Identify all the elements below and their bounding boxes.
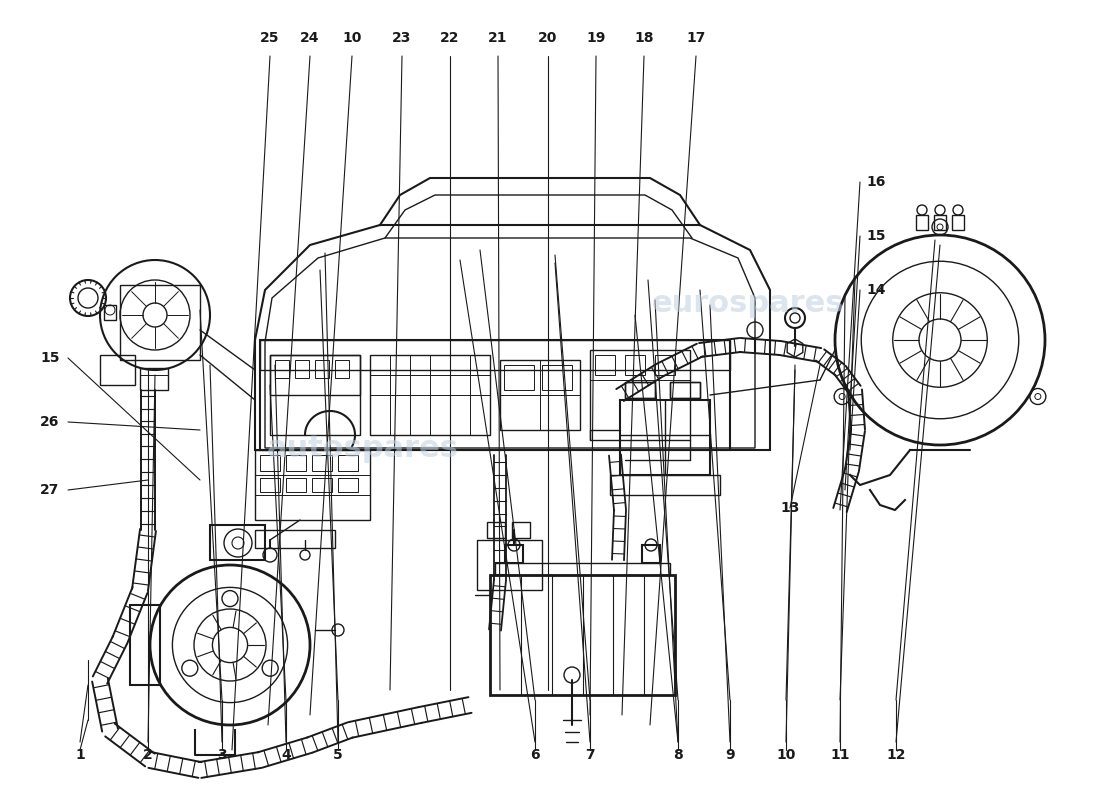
Bar: [260, 478, 280, 492]
Text: 22: 22: [440, 31, 460, 45]
Bar: [260, 455, 280, 471]
Bar: [512, 522, 530, 538]
Text: 16: 16: [867, 175, 886, 189]
Text: 11: 11: [830, 748, 849, 762]
Bar: [255, 530, 336, 548]
Bar: [654, 355, 675, 375]
Bar: [495, 563, 670, 575]
Text: 6: 6: [530, 748, 540, 762]
Bar: [260, 340, 730, 450]
Text: 12: 12: [887, 748, 905, 762]
Bar: [916, 215, 928, 230]
Text: 14: 14: [867, 283, 886, 297]
Bar: [625, 382, 654, 398]
Text: 4: 4: [282, 748, 290, 762]
Bar: [490, 575, 675, 695]
Bar: [315, 360, 329, 378]
Text: eurospares: eurospares: [651, 290, 845, 318]
Bar: [952, 215, 964, 230]
Text: 15: 15: [41, 351, 59, 365]
Text: autospares: autospares: [267, 434, 459, 462]
Text: 21: 21: [488, 31, 508, 45]
Bar: [295, 360, 309, 378]
Text: 23: 23: [393, 31, 411, 45]
Bar: [610, 475, 720, 495]
Text: 1: 1: [75, 748, 85, 762]
Text: 7: 7: [585, 748, 595, 762]
Bar: [140, 368, 168, 390]
Bar: [477, 540, 542, 590]
Bar: [255, 450, 370, 520]
Bar: [934, 215, 946, 230]
Bar: [100, 355, 135, 385]
Text: 26: 26: [41, 415, 59, 429]
Bar: [286, 478, 306, 492]
Bar: [542, 365, 572, 390]
Text: 24: 24: [300, 31, 320, 45]
Bar: [370, 355, 490, 435]
Text: 9: 9: [725, 748, 735, 762]
Bar: [487, 522, 505, 538]
Text: 15: 15: [867, 229, 886, 243]
Bar: [275, 360, 289, 378]
Bar: [670, 382, 700, 398]
Bar: [270, 355, 360, 435]
Text: 10: 10: [342, 31, 362, 45]
Text: 2: 2: [143, 748, 153, 762]
Bar: [104, 305, 116, 320]
Bar: [286, 455, 306, 471]
Bar: [312, 455, 332, 471]
Bar: [120, 285, 200, 360]
Bar: [338, 478, 358, 492]
Bar: [595, 355, 615, 375]
Text: 8: 8: [673, 748, 683, 762]
Text: 3: 3: [217, 748, 227, 762]
Bar: [338, 455, 358, 471]
Text: 10: 10: [777, 748, 795, 762]
Text: 18: 18: [635, 31, 653, 45]
Bar: [130, 605, 159, 685]
Bar: [500, 360, 580, 430]
Text: 17: 17: [686, 31, 706, 45]
Bar: [642, 545, 660, 563]
Bar: [505, 545, 522, 563]
Text: 25: 25: [261, 31, 279, 45]
Bar: [260, 340, 730, 370]
Bar: [270, 355, 360, 395]
Bar: [670, 382, 700, 398]
Text: 13: 13: [780, 501, 800, 515]
Bar: [210, 525, 265, 560]
Bar: [504, 365, 534, 390]
Bar: [312, 478, 332, 492]
Bar: [625, 382, 654, 398]
Text: 27: 27: [41, 483, 59, 497]
Bar: [625, 355, 645, 375]
Text: 20: 20: [538, 31, 558, 45]
Bar: [590, 350, 690, 440]
Bar: [620, 400, 710, 475]
Text: 19: 19: [586, 31, 606, 45]
Text: 5: 5: [333, 748, 343, 762]
Bar: [336, 360, 349, 378]
